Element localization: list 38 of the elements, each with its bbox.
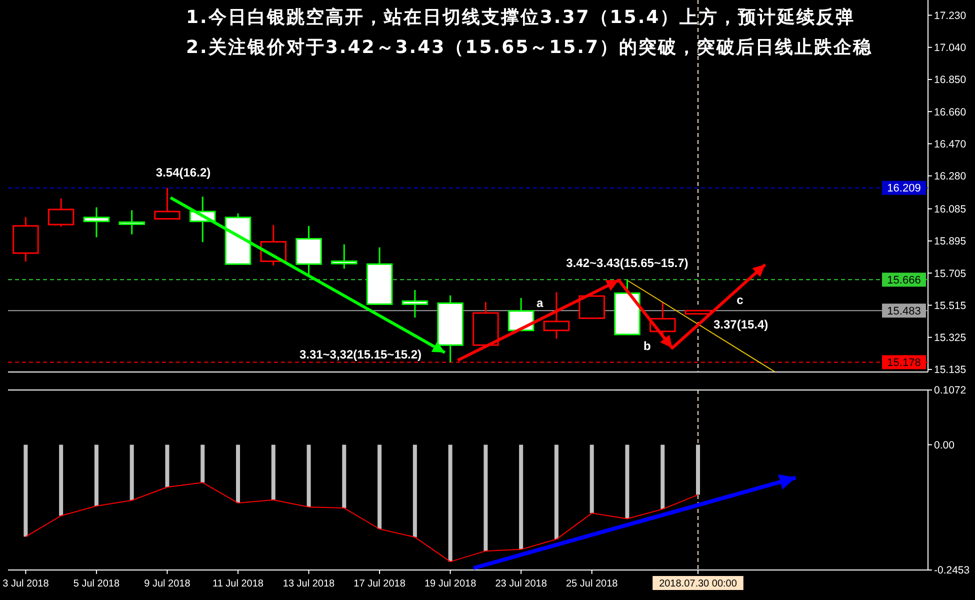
y-tick-label: 0.00 [934, 439, 955, 452]
x-tick-label: 23 Jul 2018 [495, 578, 548, 590]
y-tick-label: 0.1072 [934, 384, 966, 397]
annotation: 3.42~3.43(15.65~15.7) [566, 256, 688, 270]
x-tick-label: 5 Jul 2018 [73, 578, 120, 590]
x-tick-label: 13 Jul 2018 [282, 578, 336, 590]
y-tick-label: 17.230 [934, 10, 966, 22]
x-tick-label: 17 Jul 2018 [354, 578, 406, 590]
annotation: c [736, 293, 744, 308]
x-tick-label: 19 Jul 2018 [424, 578, 477, 590]
y-tick-label: 16.470 [934, 138, 966, 150]
y-tick-label: 15.895 [934, 236, 966, 248]
y-tick-label: 16.850 [934, 74, 966, 86]
y-tick-label: 16.660 [934, 106, 966, 118]
y-tick-label: 15.325 [934, 332, 966, 344]
y-tick-label: 15.705 [934, 268, 966, 280]
y-tick-label: 15.135 [934, 364, 966, 376]
ref-line-label: 15.666 [887, 274, 921, 287]
x-tick-label: 25 Jul 2018 [566, 578, 618, 590]
annotation: 1.今日白银跳空高开，站在日切线支撑位3.37（15.4）上方，预计延续反弹 [186, 6, 856, 28]
annotation: 3.37(15.4) [713, 317, 768, 332]
y-tick-label: 16.085 [934, 204, 966, 216]
x-tick-label: 11 Jul 2018 [212, 578, 264, 590]
annotation: 3.54(16.2) [156, 166, 211, 180]
x-tick-label: 3 Jul 2018 [2, 578, 50, 590]
y-tick-label: 17.040 [934, 42, 966, 54]
y-tick-label: 15.515 [934, 300, 966, 312]
ref-line-label: 16.209 [887, 182, 921, 195]
annotation: 2.关注银价对于3.42～3.43（15.65～15.7）的突破，突破后日线止跌企稳 [186, 37, 873, 58]
y-tick-label: 16.280 [934, 170, 966, 183]
ref-line-label: 15.178 [887, 357, 921, 370]
ref-line-label: 15.483 [887, 305, 921, 318]
x-tick-label: 2018.07.30 00:00 [659, 578, 738, 590]
annotation: b [643, 338, 651, 353]
annotation: 3.31~3,32(15.15~15.2) [299, 348, 422, 362]
x-tick-label: 9 Jul 2018 [144, 578, 191, 590]
annotation: a [536, 296, 544, 310]
y-tick-label: -0.2453 [934, 564, 970, 577]
